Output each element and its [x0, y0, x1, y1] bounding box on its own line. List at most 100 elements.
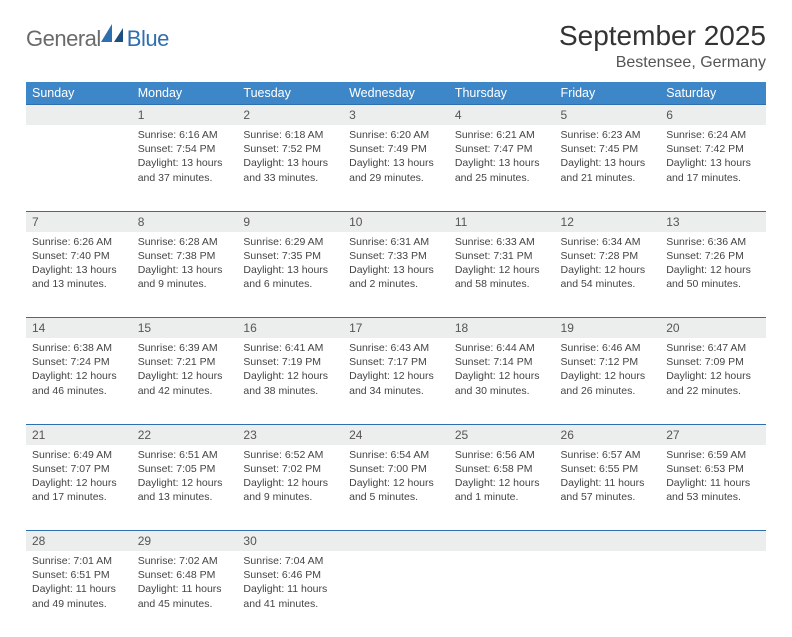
sunset-text: Sunset: 6:58 PM	[455, 462, 549, 476]
day-number: 2	[237, 105, 343, 126]
day-cell: Sunrise: 6:33 AMSunset: 7:31 PMDaylight:…	[449, 232, 555, 318]
day-details: Sunrise: 6:52 AMSunset: 7:02 PMDaylight:…	[237, 445, 343, 511]
day-cell: Sunrise: 6:18 AMSunset: 7:52 PMDaylight:…	[237, 125, 343, 211]
day-details: Sunrise: 6:57 AMSunset: 6:55 PMDaylight:…	[555, 445, 661, 511]
daylight-text: Daylight: 11 hours and 57 minutes.	[561, 476, 655, 504]
sunset-text: Sunset: 7:05 PM	[138, 462, 232, 476]
daylight-text: Daylight: 13 hours and 6 minutes.	[243, 263, 337, 291]
day-details: Sunrise: 6:43 AMSunset: 7:17 PMDaylight:…	[343, 338, 449, 404]
weekday-header: Wednesday	[343, 82, 449, 105]
day-details: Sunrise: 6:24 AMSunset: 7:42 PMDaylight:…	[660, 125, 766, 191]
day-cell: Sunrise: 6:34 AMSunset: 7:28 PMDaylight:…	[555, 232, 661, 318]
day-number: 17	[343, 318, 449, 339]
day-details: Sunrise: 6:44 AMSunset: 7:14 PMDaylight:…	[449, 338, 555, 404]
sunset-text: Sunset: 7:24 PM	[32, 355, 126, 369]
day-number: 5	[555, 105, 661, 126]
sunrise-text: Sunrise: 6:33 AM	[455, 235, 549, 249]
daylight-text: Daylight: 11 hours and 49 minutes.	[32, 582, 126, 610]
sunset-text: Sunset: 7:49 PM	[349, 142, 443, 156]
sunset-text: Sunset: 7:47 PM	[455, 142, 549, 156]
day-details: Sunrise: 6:34 AMSunset: 7:28 PMDaylight:…	[555, 232, 661, 298]
sunrise-text: Sunrise: 7:02 AM	[138, 554, 232, 568]
daylight-text: Daylight: 13 hours and 37 minutes.	[138, 156, 232, 184]
daylight-text: Daylight: 12 hours and 30 minutes.	[455, 369, 549, 397]
sunset-text: Sunset: 7:52 PM	[243, 142, 337, 156]
sunset-text: Sunset: 7:38 PM	[138, 249, 232, 263]
daylight-text: Daylight: 11 hours and 53 minutes.	[666, 476, 760, 504]
day-cell: Sunrise: 6:26 AMSunset: 7:40 PMDaylight:…	[26, 232, 132, 318]
sunrise-text: Sunrise: 6:20 AM	[349, 128, 443, 142]
day-number	[555, 531, 661, 552]
day-number: 7	[26, 211, 132, 232]
day-cell: Sunrise: 6:59 AMSunset: 6:53 PMDaylight:…	[660, 445, 766, 531]
day-content-row: Sunrise: 6:49 AMSunset: 7:07 PMDaylight:…	[26, 445, 766, 531]
sunset-text: Sunset: 7:54 PM	[138, 142, 232, 156]
day-details: Sunrise: 7:02 AMSunset: 6:48 PMDaylight:…	[132, 551, 238, 617]
day-number: 1	[132, 105, 238, 126]
day-cell: Sunrise: 7:01 AMSunset: 6:51 PMDaylight:…	[26, 551, 132, 637]
sunrise-text: Sunrise: 6:29 AM	[243, 235, 337, 249]
day-cell: Sunrise: 6:51 AMSunset: 7:05 PMDaylight:…	[132, 445, 238, 531]
day-cell: Sunrise: 7:02 AMSunset: 6:48 PMDaylight:…	[132, 551, 238, 637]
day-details: Sunrise: 6:56 AMSunset: 6:58 PMDaylight:…	[449, 445, 555, 511]
day-cell	[660, 551, 766, 637]
daylight-text: Daylight: 12 hours and 26 minutes.	[561, 369, 655, 397]
day-content-row: Sunrise: 6:16 AMSunset: 7:54 PMDaylight:…	[26, 125, 766, 211]
day-number: 19	[555, 318, 661, 339]
day-number: 25	[449, 424, 555, 445]
sunset-text: Sunset: 6:53 PM	[666, 462, 760, 476]
day-number: 27	[660, 424, 766, 445]
day-number-row: 14151617181920	[26, 318, 766, 339]
day-details: Sunrise: 6:36 AMSunset: 7:26 PMDaylight:…	[660, 232, 766, 298]
sunset-text: Sunset: 6:51 PM	[32, 568, 126, 582]
day-number-row: 282930	[26, 531, 766, 552]
day-cell: Sunrise: 6:57 AMSunset: 6:55 PMDaylight:…	[555, 445, 661, 531]
sunset-text: Sunset: 7:12 PM	[561, 355, 655, 369]
sunrise-text: Sunrise: 6:59 AM	[666, 448, 760, 462]
daylight-text: Daylight: 11 hours and 41 minutes.	[243, 582, 337, 610]
day-details: Sunrise: 6:38 AMSunset: 7:24 PMDaylight:…	[26, 338, 132, 404]
daylight-text: Daylight: 12 hours and 34 minutes.	[349, 369, 443, 397]
daylight-text: Daylight: 12 hours and 13 minutes.	[138, 476, 232, 504]
sunset-text: Sunset: 7:17 PM	[349, 355, 443, 369]
day-details: Sunrise: 6:16 AMSunset: 7:54 PMDaylight:…	[132, 125, 238, 191]
sunrise-text: Sunrise: 6:16 AM	[138, 128, 232, 142]
daylight-text: Daylight: 11 hours and 45 minutes.	[138, 582, 232, 610]
sunset-text: Sunset: 6:55 PM	[561, 462, 655, 476]
day-cell: Sunrise: 6:44 AMSunset: 7:14 PMDaylight:…	[449, 338, 555, 424]
day-number: 10	[343, 211, 449, 232]
day-details: Sunrise: 6:28 AMSunset: 7:38 PMDaylight:…	[132, 232, 238, 298]
weekday-header: Tuesday	[237, 82, 343, 105]
sunset-text: Sunset: 7:19 PM	[243, 355, 337, 369]
day-cell: Sunrise: 6:52 AMSunset: 7:02 PMDaylight:…	[237, 445, 343, 531]
day-number: 15	[132, 318, 238, 339]
day-details: Sunrise: 6:41 AMSunset: 7:19 PMDaylight:…	[237, 338, 343, 404]
day-number: 3	[343, 105, 449, 126]
sunset-text: Sunset: 7:00 PM	[349, 462, 443, 476]
day-number: 20	[660, 318, 766, 339]
day-details: Sunrise: 6:21 AMSunset: 7:47 PMDaylight:…	[449, 125, 555, 191]
daylight-text: Daylight: 12 hours and 54 minutes.	[561, 263, 655, 291]
day-details: Sunrise: 6:51 AMSunset: 7:05 PMDaylight:…	[132, 445, 238, 511]
day-cell: Sunrise: 6:43 AMSunset: 7:17 PMDaylight:…	[343, 338, 449, 424]
sunset-text: Sunset: 7:40 PM	[32, 249, 126, 263]
day-cell: Sunrise: 6:39 AMSunset: 7:21 PMDaylight:…	[132, 338, 238, 424]
sunrise-text: Sunrise: 6:21 AM	[455, 128, 549, 142]
day-number: 24	[343, 424, 449, 445]
logo: General Blue	[26, 26, 169, 52]
daylight-text: Daylight: 13 hours and 29 minutes.	[349, 156, 443, 184]
day-details: Sunrise: 6:23 AMSunset: 7:45 PMDaylight:…	[555, 125, 661, 191]
sunset-text: Sunset: 6:46 PM	[243, 568, 337, 582]
sunrise-text: Sunrise: 6:26 AM	[32, 235, 126, 249]
sunset-text: Sunset: 7:28 PM	[561, 249, 655, 263]
daylight-text: Daylight: 12 hours and 17 minutes.	[32, 476, 126, 504]
daylight-text: Daylight: 12 hours and 1 minute.	[455, 476, 549, 504]
day-cell: Sunrise: 6:21 AMSunset: 7:47 PMDaylight:…	[449, 125, 555, 211]
weekday-header-row: Sunday Monday Tuesday Wednesday Thursday…	[26, 82, 766, 105]
day-details: Sunrise: 6:31 AMSunset: 7:33 PMDaylight:…	[343, 232, 449, 298]
day-details: Sunrise: 7:04 AMSunset: 6:46 PMDaylight:…	[237, 551, 343, 617]
sunrise-text: Sunrise: 6:41 AM	[243, 341, 337, 355]
calendar-table: Sunday Monday Tuesday Wednesday Thursday…	[26, 82, 766, 637]
day-number	[660, 531, 766, 552]
daylight-text: Daylight: 13 hours and 25 minutes.	[455, 156, 549, 184]
